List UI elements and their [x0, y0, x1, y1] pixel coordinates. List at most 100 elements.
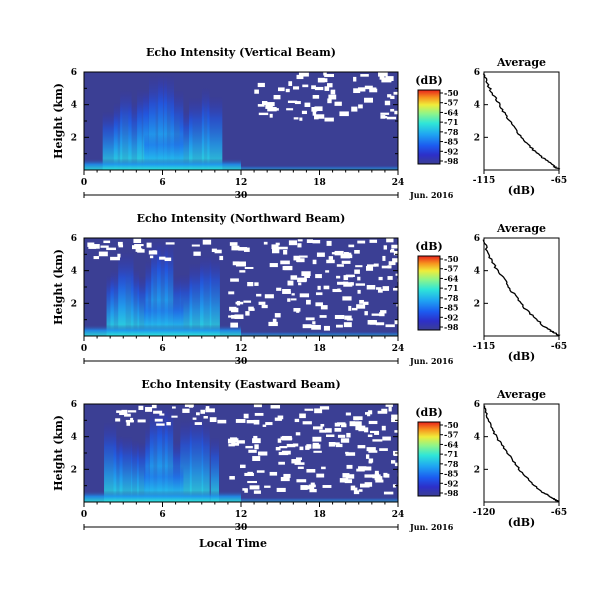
missing-data [165, 242, 175, 245]
missing-data [302, 84, 309, 88]
missing-data [385, 404, 393, 407]
missing-data [230, 307, 239, 313]
missing-data [365, 265, 374, 271]
x-tick-label: 0 [81, 178, 87, 188]
colorbar-tick-label: -57 [444, 264, 458, 274]
x-tick-label: 0 [81, 344, 87, 354]
missing-data [254, 89, 259, 94]
missing-data [282, 266, 293, 271]
profile-title: Average [496, 388, 546, 401]
panel-title: Echo Intensity (Vertical Beam) [146, 46, 336, 59]
x-axis-label: Local Time [199, 537, 267, 550]
missing-data [353, 88, 361, 94]
missing-data [306, 469, 316, 473]
missing-data [291, 459, 301, 464]
missing-data [280, 476, 290, 482]
missing-data [393, 91, 402, 95]
missing-data [386, 238, 394, 243]
missing-data [253, 404, 262, 408]
missing-data [230, 437, 238, 442]
missing-data [149, 255, 154, 259]
missing-data [304, 275, 310, 279]
profile-frame [483, 403, 560, 503]
missing-data [269, 471, 278, 476]
missing-data [131, 245, 142, 250]
missing-data [319, 429, 326, 433]
y-axis-label: Height (km) [52, 83, 65, 159]
echo-column [164, 75, 175, 170]
missing-data [314, 106, 323, 112]
profile-y-tick-label: 4 [474, 267, 480, 277]
x-tick-label: 12 [235, 510, 248, 520]
missing-data [315, 302, 323, 307]
missing-data [388, 261, 396, 266]
missing-data [115, 418, 121, 422]
missing-data [308, 484, 316, 488]
missing-data [264, 485, 271, 488]
missing-data [254, 444, 259, 450]
missing-data [154, 418, 163, 422]
missing-data [390, 460, 396, 464]
missing-data [379, 448, 388, 451]
missing-data [238, 247, 248, 251]
missing-data [366, 285, 376, 290]
colorbar-tick-label: -85 [444, 137, 458, 147]
missing-data [387, 94, 392, 98]
colorbar [417, 255, 441, 331]
missing-data [295, 432, 301, 436]
missing-data [271, 244, 279, 250]
missing-data [243, 413, 249, 419]
missing-data [297, 243, 302, 248]
missing-data [322, 485, 332, 488]
colorbar-tick-label: -71 [444, 283, 458, 293]
missing-data [367, 434, 373, 438]
missing-data [124, 413, 131, 417]
missing-data [340, 253, 350, 259]
missing-data [267, 107, 277, 112]
missing-data [263, 241, 268, 245]
missing-data [395, 273, 403, 276]
profile-y-tick-label: 6 [474, 400, 480, 410]
missing-data [304, 408, 314, 411]
missing-data [277, 87, 285, 92]
missing-data [274, 313, 281, 318]
profile-x-tick-label: -65 [551, 176, 567, 186]
missing-data [209, 417, 217, 423]
missing-data [312, 110, 317, 116]
missing-data [292, 443, 299, 447]
missing-data [341, 260, 351, 264]
missing-data [328, 256, 334, 260]
missing-data [346, 432, 351, 438]
missing-data [159, 413, 165, 416]
missing-data [336, 324, 343, 328]
missing-data [296, 479, 307, 483]
date-label: Jun. 2016 [409, 356, 454, 366]
colorbar-tick-label: -71 [444, 449, 458, 459]
colorbar-tick-label: -50 [444, 254, 459, 264]
missing-data [268, 321, 278, 327]
missing-data [310, 482, 315, 486]
echo-column [131, 440, 139, 502]
missing-data [117, 241, 123, 246]
missing-data [373, 263, 379, 267]
missing-data [256, 470, 265, 473]
missing-data [357, 276, 361, 281]
profile-x-tick-label: -120 [473, 508, 496, 518]
missing-data [360, 74, 369, 77]
missing-data [244, 488, 248, 493]
missing-data [103, 240, 111, 244]
missing-data [254, 412, 264, 416]
missing-data [258, 451, 268, 456]
missing-data [367, 320, 376, 325]
missing-data [376, 287, 382, 290]
missing-data [323, 325, 330, 331]
missing-data [273, 94, 281, 100]
missing-data [316, 473, 325, 478]
echo-column [189, 97, 205, 170]
missing-data [354, 487, 358, 491]
missing-data [258, 301, 266, 305]
profile-frame [483, 71, 560, 171]
y-tick-label: 4 [71, 267, 77, 277]
missing-data [369, 239, 378, 243]
missing-data [323, 285, 330, 290]
